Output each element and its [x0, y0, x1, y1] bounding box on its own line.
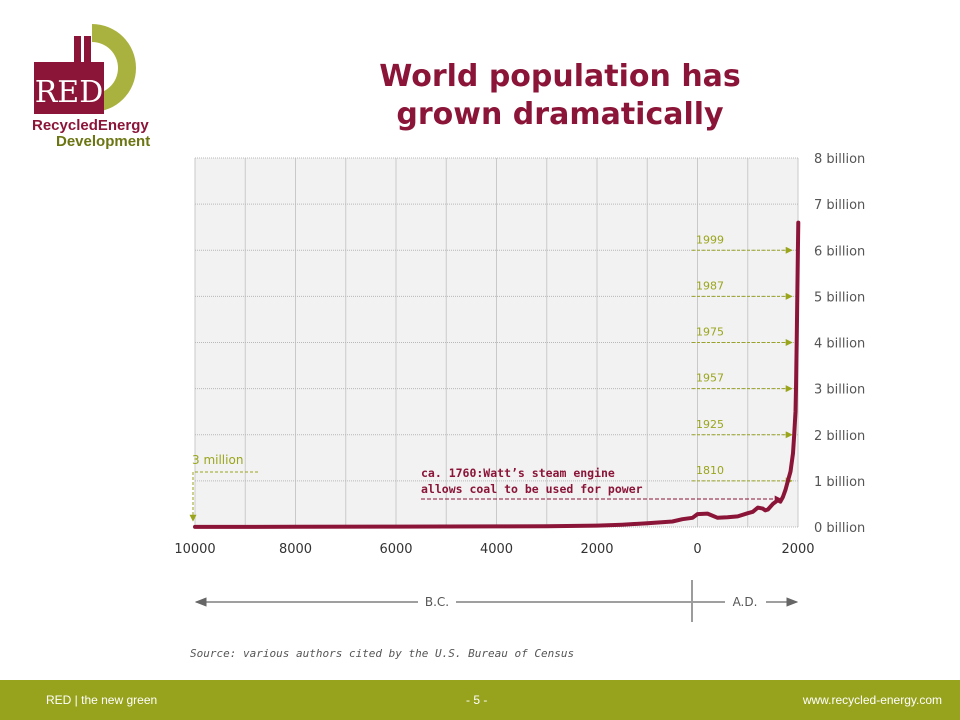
title-line-1: World population has: [379, 59, 741, 94]
x-tick-label: 2000: [781, 542, 814, 557]
year-marker-label: 1810: [696, 464, 724, 477]
red-logo: RED RecycledEnergy Development: [32, 24, 150, 150]
y-tick-label: 1 billion: [814, 475, 865, 490]
footer-bar: RED | the new green - 5 - www.recycled-e…: [0, 680, 960, 720]
y-tick-label: 7 billion: [814, 198, 865, 213]
x-tick-label: 2000: [580, 542, 613, 557]
logo-swoosh-icon: [92, 24, 136, 112]
start-annotation-leader: [189, 471, 258, 522]
annotation-line-1: ca. 1760:Watt’s steam engine: [421, 466, 615, 480]
year-marker-label: 1925: [696, 418, 724, 431]
era-label-bc: B.C.: [425, 595, 449, 609]
annotation-line-2: allows coal to be used for power: [421, 482, 643, 496]
population-line: [193, 220, 801, 529]
y-axis-labels: 0 billion 1 billion 2 billion 3 billion 4 bi…: [814, 152, 865, 536]
start-annotation: 3 million: [192, 453, 243, 467]
y-tick-label: 5 billion: [814, 290, 865, 305]
y-tick-label: 8 billion: [814, 152, 865, 167]
logo-line1: RecycledEnergy: [32, 117, 149, 134]
footer-url[interactable]: www.recycled-energy.com: [802, 693, 942, 707]
x-tick-label: 6000: [379, 542, 412, 557]
source-note: Source: various authors cited by the U.S…: [190, 647, 575, 660]
x-tick-label: 4000: [480, 542, 513, 557]
era-label-ad: A.D.: [733, 595, 758, 609]
x-tick-label: 10000: [174, 542, 215, 557]
footer-left: RED | the new green: [46, 693, 158, 707]
x-axis-labels: 10000 8000 6000 4000 2000 0 2000: [174, 542, 814, 557]
page-number: - 5 -: [466, 693, 488, 707]
y-tick-label: 3 billion: [814, 383, 865, 398]
title-line-2: grown dramatically: [396, 97, 724, 132]
logo-mark: RED: [35, 75, 104, 110]
y-tick-label: 0 billion: [814, 521, 865, 536]
year-marker-label: 1975: [696, 326, 724, 339]
year-markers: 1810 1925 1957 1975 1987 1999: [692, 233, 793, 485]
x-tick-label: 8000: [279, 542, 312, 557]
year-marker-label: 1999: [696, 233, 724, 246]
population-chart: 0 billion 1 billion 2 billion 3 billion 4 bi…: [174, 152, 865, 622]
x-tick-label: 0: [693, 542, 701, 557]
y-tick-label: 4 billion: [814, 337, 865, 352]
year-marker-label: 1957: [696, 372, 724, 385]
year-marker-label: 1987: [696, 279, 724, 292]
page-title: World population has grown dramatically: [330, 58, 790, 134]
y-tick-label: 2 billion: [814, 429, 865, 444]
y-tick-label: 6 billion: [814, 244, 865, 259]
logo-line2: Development: [56, 133, 150, 150]
